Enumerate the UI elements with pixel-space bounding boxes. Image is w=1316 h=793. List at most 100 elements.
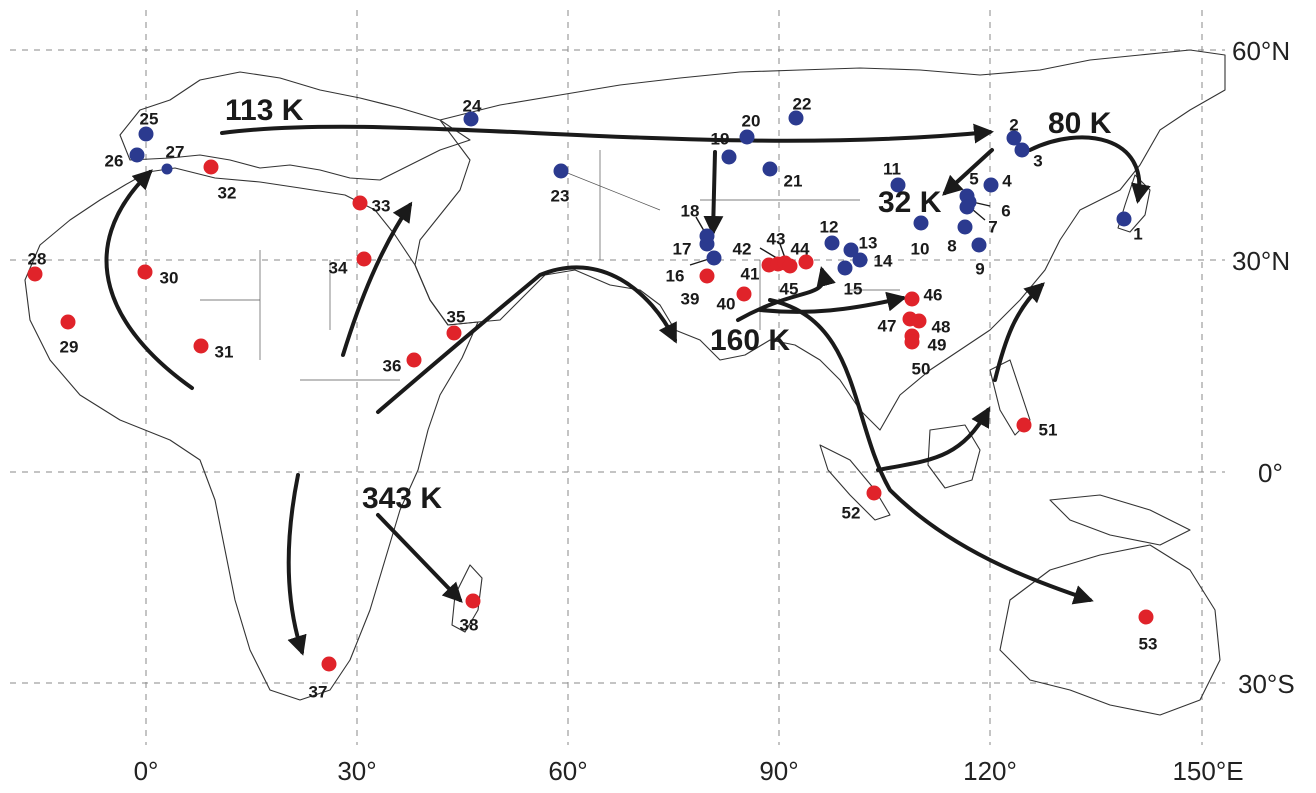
site-label-26: 26 bbox=[105, 151, 124, 170]
site-label-6: 6 bbox=[1001, 201, 1010, 220]
site-label-16: 16 bbox=[666, 266, 685, 285]
site-marker-53 bbox=[1138, 609, 1154, 625]
age-label-160k: 160 K bbox=[710, 324, 790, 357]
site-marker-39 bbox=[699, 268, 715, 284]
sites-layer: 1234567891011121314151617181920212223242… bbox=[27, 94, 1158, 701]
route-sunda-philippines bbox=[876, 406, 990, 472]
age-labels: 113 K 80 K 32 K 160 K 343 K bbox=[225, 94, 1112, 515]
site-label-17: 17 bbox=[673, 239, 692, 258]
site-label-36: 36 bbox=[383, 356, 402, 375]
site-marker-3 bbox=[1014, 142, 1030, 158]
border-lines bbox=[200, 150, 900, 381]
route-80k-japan bbox=[1028, 135, 1151, 204]
route-philippines-north bbox=[993, 282, 1045, 382]
site-marker-51 bbox=[1016, 417, 1032, 433]
site-label-25: 25 bbox=[140, 109, 159, 128]
site-label-2: 2 bbox=[1009, 115, 1018, 134]
site-label-4: 4 bbox=[1002, 171, 1012, 190]
site-label-53: 53 bbox=[1139, 634, 1158, 653]
site-marker-22 bbox=[788, 110, 804, 126]
coastline-asia bbox=[414, 49, 1226, 431]
site-label-27: 27 bbox=[166, 142, 185, 161]
site-label-7: 7 bbox=[988, 217, 997, 236]
site-label-47: 47 bbox=[878, 316, 897, 335]
site-label-10: 10 bbox=[911, 239, 930, 258]
site-label-32: 32 bbox=[218, 183, 237, 202]
site-label-5: 5 bbox=[969, 169, 978, 188]
site-marker-27 bbox=[161, 163, 173, 175]
site-label-13: 13 bbox=[859, 233, 878, 252]
site-label-48: 48 bbox=[932, 317, 951, 336]
age-label-32k: 32 K bbox=[878, 186, 942, 219]
lon-label-30: 30° bbox=[337, 756, 376, 786]
site-label-46: 46 bbox=[924, 285, 943, 304]
site-label-39: 39 bbox=[681, 289, 700, 308]
site-marker-1 bbox=[1116, 211, 1132, 227]
route-32k-china bbox=[942, 148, 994, 196]
site-label-9: 9 bbox=[975, 259, 984, 278]
route-160k-southchina bbox=[758, 291, 907, 314]
site-marker-32 bbox=[203, 159, 219, 175]
route-southern-africa bbox=[286, 473, 307, 656]
lat-axis-labels: 60°N 30°N 0° 30°S bbox=[1232, 36, 1295, 699]
site-label-12: 12 bbox=[820, 217, 839, 236]
lon-label-0: 0° bbox=[134, 756, 159, 786]
site-label-50: 50 bbox=[912, 359, 931, 378]
site-marker-14 bbox=[852, 252, 868, 268]
site-marker-33 bbox=[352, 195, 368, 211]
site-label-51: 51 bbox=[1039, 420, 1058, 439]
route-160k-australia bbox=[768, 298, 1094, 605]
lon-label-150e: 150°E bbox=[1172, 756, 1243, 786]
site-marker-37 bbox=[321, 656, 337, 672]
site-label-30: 30 bbox=[160, 268, 179, 287]
lat-label-0: 0° bbox=[1258, 458, 1283, 488]
site-marker-20 bbox=[739, 129, 755, 145]
site-label-52: 52 bbox=[842, 503, 861, 522]
site-label-45: 45 bbox=[780, 279, 799, 298]
lon-axis-labels: 0° 30° 60° 90° 120° 150°E bbox=[134, 756, 1244, 786]
site-marker-35 bbox=[446, 325, 462, 341]
site-marker-23 bbox=[553, 163, 569, 179]
site-label-41: 41 bbox=[741, 264, 760, 283]
coastline-australia bbox=[999, 544, 1221, 716]
site-marker-9 bbox=[971, 237, 987, 253]
site-label-21: 21 bbox=[784, 171, 803, 190]
site-marker-36 bbox=[406, 352, 422, 368]
age-label-113k: 113 K bbox=[225, 94, 304, 127]
route-africa-iberia bbox=[104, 169, 194, 390]
coastline-sumatra bbox=[819, 444, 891, 521]
site-label-35: 35 bbox=[447, 307, 466, 326]
site-marker-31 bbox=[193, 338, 209, 354]
migration-routes bbox=[104, 123, 1151, 656]
site-label-18: 18 bbox=[681, 201, 700, 220]
site-marker-30 bbox=[137, 264, 153, 280]
site-label-28: 28 bbox=[28, 249, 47, 268]
site-marker-4 bbox=[983, 177, 999, 193]
site-marker-24 bbox=[463, 111, 479, 127]
site-label-14: 14 bbox=[874, 251, 893, 270]
coastline-new-guinea bbox=[1049, 494, 1191, 546]
site-marker-21 bbox=[762, 161, 778, 177]
site-label-15: 15 bbox=[844, 279, 863, 298]
site-label-31: 31 bbox=[215, 342, 234, 361]
site-marker-29 bbox=[60, 314, 76, 330]
site-marker-26 bbox=[129, 147, 145, 163]
site-marker-2 bbox=[1006, 130, 1022, 146]
lon-label-90: 90° bbox=[759, 756, 798, 786]
site-label-23: 23 bbox=[551, 186, 570, 205]
site-label-40: 40 bbox=[717, 294, 736, 313]
route-160k-east bbox=[736, 266, 836, 322]
site-marker-19 bbox=[721, 149, 737, 165]
coastline-europe bbox=[119, 71, 471, 181]
site-marker-10 bbox=[913, 215, 929, 231]
site-label-33: 33 bbox=[372, 196, 391, 215]
site-marker-12 bbox=[824, 235, 840, 251]
lon-label-120: 120° bbox=[963, 756, 1017, 786]
site-marker-46 bbox=[904, 291, 920, 307]
route-113k-eurasia bbox=[220, 123, 994, 144]
site-label-11: 11 bbox=[883, 159, 901, 178]
site-label-29: 29 bbox=[60, 337, 79, 356]
site-marker-52 bbox=[866, 485, 882, 501]
route-madagascar bbox=[376, 513, 463, 603]
